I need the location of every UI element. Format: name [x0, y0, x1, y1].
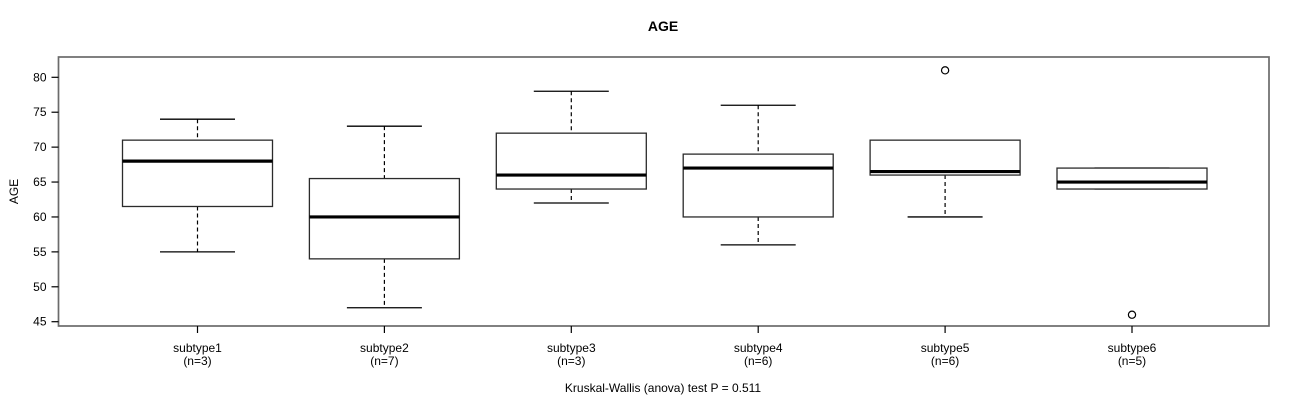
chart-title: AGE	[648, 18, 678, 34]
box	[495, 132, 647, 190]
x-group-n-label: (n=3)	[557, 354, 585, 368]
x-group-label: subtype6	[1108, 341, 1157, 355]
box	[1056, 167, 1208, 190]
plot-frame	[57, 56, 1270, 327]
box	[308, 177, 461, 260]
series-layer	[121, 66, 1208, 319]
box	[869, 139, 1021, 176]
y-tick-label: 60	[33, 210, 47, 224]
box	[682, 153, 834, 218]
x-group-label: subtype3	[547, 341, 596, 355]
x-group-label: subtype2	[360, 341, 409, 355]
y-tick-label: 55	[33, 245, 47, 259]
y-tick-label: 45	[33, 315, 47, 329]
x-group-label: subtype5	[921, 341, 970, 355]
box	[121, 139, 274, 208]
y-tick-label: 70	[33, 140, 47, 154]
x-group-n-label: (n=5)	[1118, 354, 1146, 368]
x-group-n-label: (n=3)	[183, 354, 211, 368]
axes-layer: 4550556065707580subtype1(n=3)subtype2(n=…	[33, 56, 1270, 368]
y-tick-label: 50	[33, 280, 47, 294]
x-group-n-label: (n=6)	[931, 354, 959, 368]
x-group-n-label: (n=7)	[370, 354, 398, 368]
y-axis-label: AGE	[7, 179, 21, 204]
outlier-point	[1127, 310, 1137, 319]
y-tick-label: 75	[33, 105, 47, 119]
outlier-point	[940, 66, 950, 75]
y-tick-label: 65	[33, 175, 47, 189]
y-tick-label: 80	[33, 70, 47, 84]
x-group-n-label: (n=6)	[744, 354, 772, 368]
x-group-label: subtype4	[734, 341, 783, 355]
chart-caption: Kruskal-Wallis (anova) test P = 0.511	[565, 381, 762, 395]
x-group-label: subtype1	[173, 341, 222, 355]
